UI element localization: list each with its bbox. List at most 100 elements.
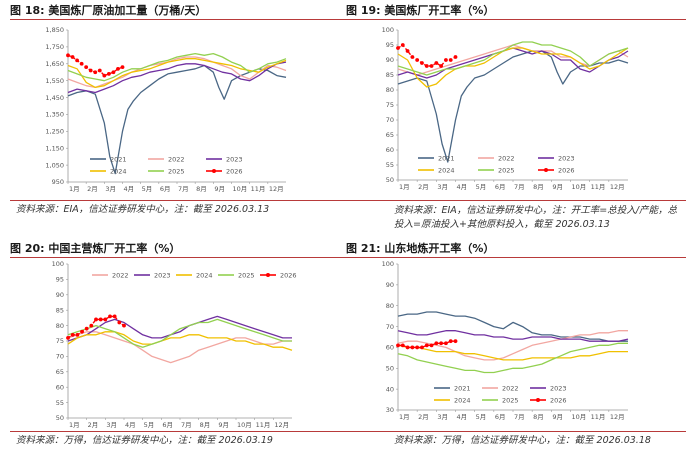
chart-title-text: 美国炼厂开工率（%） (384, 4, 495, 17)
chart-title: 图 18: 美国炼厂原油加工量（万桶/天） (10, 2, 206, 18)
x-tick-label: 4月 (124, 185, 135, 193)
series-line-2023 (67, 315, 292, 342)
source-rule (346, 200, 686, 201)
y-tick-label: 75 (386, 101, 394, 109)
data-point-2026 (75, 332, 80, 337)
chart-title: 图 20: 中国主营炼厂开工率（%） (10, 240, 180, 256)
chart-source: 资料来源：万得，信达证券研发中心，注：截至 2026.03.19 (16, 435, 273, 446)
data-point-2026 (112, 314, 117, 319)
y-tick-label: 65 (56, 368, 64, 376)
data-point-2026 (120, 65, 125, 70)
legend-label: 2025 (498, 166, 515, 174)
legend-label: 2024 (454, 396, 471, 404)
x-tick-label: 7月 (181, 421, 192, 429)
data-point-2026 (410, 55, 415, 59)
data-point-2026 (396, 46, 400, 50)
x-tick-label: 10月 (572, 183, 587, 191)
chart-source: 资料来源：EIA，信达证券研发中心，注：截至 2026.03.13 (16, 204, 270, 215)
series-line-2025 (67, 52, 287, 82)
series-line-2024 (397, 344, 628, 361)
y-tick-label: 65 (386, 131, 394, 139)
legend-label: 2021 (454, 384, 471, 392)
y-tick-label: 30 (386, 406, 394, 414)
chart-panel: 图 21: 山东地炼开工率（%） 30 40 50 60 70 80 90 100 1月 2月 3月… (346, 238, 686, 469)
data-point-2026 (420, 61, 424, 65)
x-tick-label: 4月 (457, 183, 468, 191)
x-tick-label: 11月 (256, 421, 271, 429)
series-line-2025 (67, 318, 292, 348)
legend-label: 2022 (112, 271, 129, 279)
data-point-2026 (94, 317, 98, 322)
x-tick-label: 8月 (533, 413, 544, 421)
y-tick-label: 70 (386, 116, 394, 124)
y-tick-label: 1,550 (45, 77, 64, 85)
data-point-2026 (66, 336, 70, 340)
data-point-2026 (444, 341, 448, 346)
x-tick-label: 6月 (160, 185, 171, 193)
x-tick-label: 5月 (142, 185, 153, 193)
x-tick-label: 8月 (533, 183, 544, 191)
x-tick-label: 2月 (418, 413, 429, 421)
chart-label: 图 19: (346, 4, 381, 17)
series-line-2025 (397, 342, 628, 374)
x-tick-label: 12月 (269, 185, 284, 193)
y-tick-label: 80 (56, 322, 64, 330)
x-tick-label: 1月 (69, 421, 80, 429)
y-tick-label: 70 (386, 323, 394, 331)
data-point-2026 (410, 345, 415, 350)
chart-panel: 图 18: 美国炼厂原油加工量（万桶/天） 950 1,050 1,150 1,250… (10, 0, 350, 231)
chart-title-text: 美国炼厂原油加工量（万桶/天） (48, 4, 207, 17)
x-tick-label: 1月 (399, 413, 410, 421)
series-line-2022 (67, 56, 287, 89)
y-tick-label: 60 (56, 383, 64, 391)
data-point-2026 (400, 43, 405, 47)
y-tick-label: 1,850 (45, 26, 64, 34)
x-tick-label: 12月 (610, 183, 625, 191)
line-chart: 30 40 50 60 70 80 90 100 1月 2月 3月 4月 5月 6月 7月 8月 9月 10月 11… (382, 260, 629, 421)
chart-title: 图 19: 美国炼厂开工率（%） (346, 2, 494, 18)
series-line-2025 (397, 41, 629, 76)
x-tick-label: 2月 (87, 185, 98, 193)
data-point-2026 (439, 341, 444, 346)
x-tick-label: 1月 (399, 183, 410, 191)
legend-label: 2026 (280, 271, 297, 279)
legend-label: 2024 (110, 167, 127, 175)
data-point-2026 (429, 64, 434, 68)
data-point-2026 (434, 341, 439, 346)
legend-label: 2024 (438, 166, 455, 174)
legend-label: 2025 (168, 167, 185, 175)
y-tick-label: 100 (382, 26, 394, 34)
y-tick-label: 90 (386, 281, 394, 289)
data-point-2026 (439, 64, 444, 68)
legend-label: 2022 (498, 154, 515, 162)
x-tick-label: 11月 (251, 185, 266, 193)
data-point-2026 (93, 70, 98, 75)
y-tick-label: 90 (56, 291, 64, 299)
y-tick-label: 1,150 (45, 144, 64, 152)
y-tick-label: 60 (386, 146, 394, 154)
x-tick-label: 3月 (106, 421, 117, 429)
y-tick-label: 1,750 (45, 43, 64, 51)
y-tick-label: 1,650 (45, 60, 64, 68)
data-point-2026 (70, 332, 75, 337)
data-point-2026 (111, 70, 116, 75)
x-tick-label: 2月 (418, 183, 429, 191)
y-tick-label: 80 (386, 86, 394, 94)
y-tick-label: 1,450 (45, 94, 64, 102)
data-point-2026 (400, 343, 405, 348)
data-point-2026 (429, 343, 434, 348)
y-tick-label: 85 (56, 306, 64, 314)
y-tick-label: 1,350 (45, 111, 64, 119)
y-tick-label: 55 (56, 399, 64, 407)
chart-label: 图 18: (10, 4, 45, 17)
y-tick-label: 50 (386, 176, 394, 184)
y-tick-label: 1,050 (45, 161, 64, 169)
series-line-2021 (397, 311, 628, 342)
legend-label: 2026 (550, 396, 567, 404)
data-point-2026 (106, 72, 111, 76)
data-point-2026 (88, 68, 93, 73)
y-tick-label: 90 (386, 56, 394, 64)
data-point-2026 (444, 58, 448, 62)
chart-source: 资料来源：EIA，信达证券研发中心，注：开工率=总投入/产能，总投入=原油投入+… (394, 205, 677, 230)
chart-panel: 图 19: 美国炼厂开工率（%） 50 55 60 65 70 75 80 85 90 95 100… (346, 0, 686, 231)
